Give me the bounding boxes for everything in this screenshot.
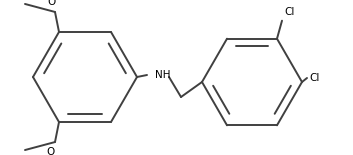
Text: Cl: Cl	[309, 73, 319, 83]
Text: NH: NH	[155, 70, 170, 80]
Text: O: O	[47, 147, 55, 155]
Text: O: O	[47, 0, 55, 7]
Text: Cl: Cl	[284, 7, 294, 17]
